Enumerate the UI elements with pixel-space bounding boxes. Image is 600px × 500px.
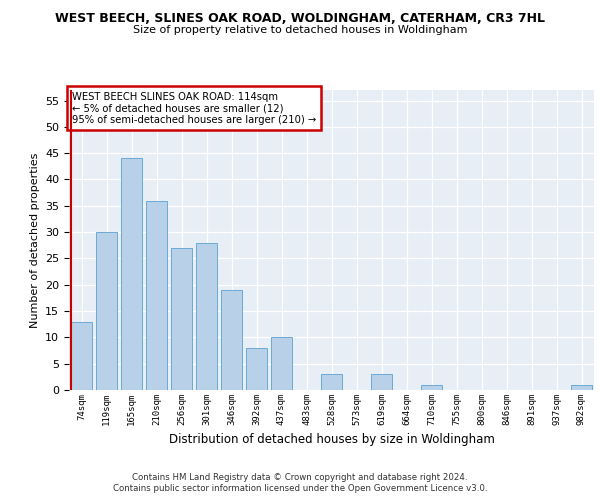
Bar: [321, 374, 342, 390]
Text: Contains HM Land Registry data © Crown copyright and database right 2024.: Contains HM Land Registry data © Crown c…: [132, 472, 468, 482]
Bar: [221, 290, 242, 390]
Bar: [96, 232, 117, 390]
Text: WEST BEECH SLINES OAK ROAD: 114sqm
← 5% of detached houses are smaller (12)
95% : WEST BEECH SLINES OAK ROAD: 114sqm ← 5% …: [71, 92, 316, 124]
Bar: [196, 242, 217, 390]
Text: Size of property relative to detached houses in Woldingham: Size of property relative to detached ho…: [133, 25, 467, 35]
Bar: [271, 338, 292, 390]
Bar: [421, 384, 442, 390]
Y-axis label: Number of detached properties: Number of detached properties: [29, 152, 40, 328]
Text: WEST BEECH, SLINES OAK ROAD, WOLDINGHAM, CATERHAM, CR3 7HL: WEST BEECH, SLINES OAK ROAD, WOLDINGHAM,…: [55, 12, 545, 26]
X-axis label: Distribution of detached houses by size in Woldingham: Distribution of detached houses by size …: [169, 434, 494, 446]
Text: Contains public sector information licensed under the Open Government Licence v3: Contains public sector information licen…: [113, 484, 487, 493]
Bar: [371, 374, 392, 390]
Bar: [571, 384, 592, 390]
Bar: [246, 348, 267, 390]
Bar: [146, 200, 167, 390]
Bar: [71, 322, 92, 390]
Bar: [121, 158, 142, 390]
Bar: [171, 248, 192, 390]
